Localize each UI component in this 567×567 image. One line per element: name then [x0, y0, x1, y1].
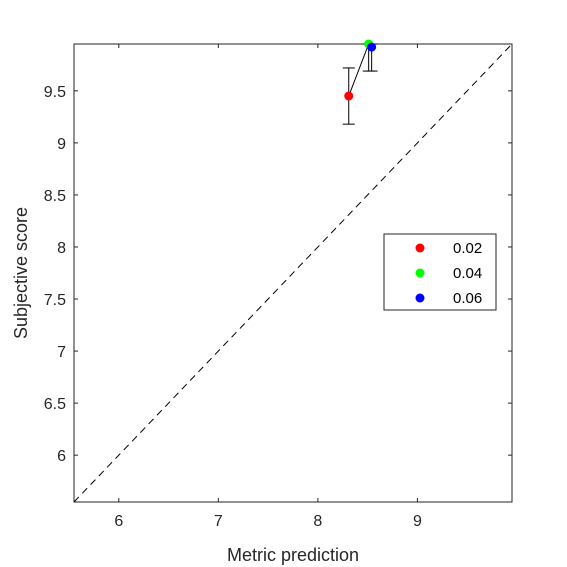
identity-reference-line — [73, 43, 513, 503]
x-tick-label: 7 — [214, 513, 223, 530]
y-tick-label: 7 — [57, 344, 66, 361]
y-tick-label: 6.5 — [44, 396, 66, 413]
y-axis-label: Subjective score — [11, 207, 31, 339]
x-tick-label: 8 — [313, 513, 322, 530]
data-point-0.06 — [367, 42, 377, 52]
legend-entry-label: 0.02 — [453, 240, 482, 257]
axis-ticks: 6 7 8 9 6 6.5 7 7.5 8 8.5 9 9.5 — [44, 44, 512, 530]
y-tick-label: 9.5 — [44, 84, 66, 101]
legend: 0.02 0.04 0.06 — [383, 233, 497, 311]
legend-marker — [415, 293, 425, 303]
y-tick-label: 8 — [57, 240, 66, 257]
x-tick-label: 9 — [413, 513, 422, 530]
legend-marker — [415, 243, 425, 253]
y-tick-label: 7.5 — [44, 292, 66, 309]
legend-entry-label: 0.04 — [453, 265, 482, 282]
legend-marker — [415, 268, 425, 278]
x-axis-label: Metric prediction — [227, 545, 359, 565]
y-tick-label: 8.5 — [44, 188, 66, 205]
y-tick-label: 9 — [57, 136, 66, 153]
data-point-0.02 — [344, 91, 354, 101]
y-tick-label: 6 — [57, 448, 66, 465]
x-tick-label: 6 — [114, 513, 123, 530]
legend-entry-label: 0.06 — [453, 290, 482, 307]
data-marks — [73, 39, 513, 503]
legend-box — [383, 233, 497, 311]
